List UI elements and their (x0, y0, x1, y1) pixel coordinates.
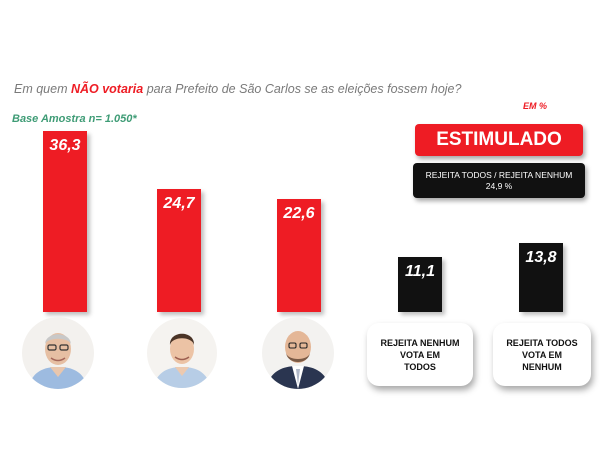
bar-value-label-3: 22,6 (283, 205, 315, 222)
candidate-3-photo (262, 317, 334, 389)
option-reject-all-line1: REJEITA TODOS (506, 337, 578, 348)
reject-summary-label: REJEITA TODOS / REJEITA NENHUM (425, 169, 573, 180)
bar-5 (519, 243, 563, 312)
option-reject-none-line3: TODOS (404, 361, 436, 372)
reject-summary-box: REJEITA TODOS / REJEITA NENHUM 24,9 % (413, 163, 585, 198)
title-emphasis: NÃO votaria (70, 82, 144, 96)
bar-value-label-1: 36,3 (49, 136, 81, 154)
bar-3 (277, 199, 321, 312)
option-reject-all-pill: REJEITA TODOS VOTA EM NENHUM (493, 323, 591, 386)
chart-title: Em quem NÃO votaria para Prefeito de São… (14, 82, 461, 96)
candidate-1-photo (22, 317, 94, 389)
estimulado-badge: ESTIMULADO (415, 124, 583, 156)
option-reject-all-line2: VOTA EM (522, 349, 562, 360)
option-reject-none-line1: REJEITA NENHUM (380, 337, 460, 348)
bar-1 (43, 130, 87, 312)
bar-4 (398, 256, 442, 312)
bar-value-label-5: 13,8 (525, 249, 557, 266)
option-reject-none-pill: REJEITA NENHUM VOTA EM TODOS (367, 323, 473, 386)
candidate-2-photo (147, 318, 217, 388)
title-pre: Em quem (14, 82, 71, 96)
reject-summary-value: 24,9 % (485, 180, 513, 191)
bar-value-label-2: 24,7 (163, 194, 195, 212)
sample-base: Base Amostra n= 1.050* (12, 113, 137, 125)
bar-2 (157, 188, 201, 312)
bar-value-label-4: 11,1 (405, 262, 435, 280)
option-reject-none-line2: VOTA EM (400, 349, 440, 360)
option-reject-all-line3: NENHUM (522, 361, 562, 372)
title-post: para Prefeito de São Carlos se as eleiçõ… (143, 82, 462, 96)
unit-label: EM % (523, 101, 548, 111)
